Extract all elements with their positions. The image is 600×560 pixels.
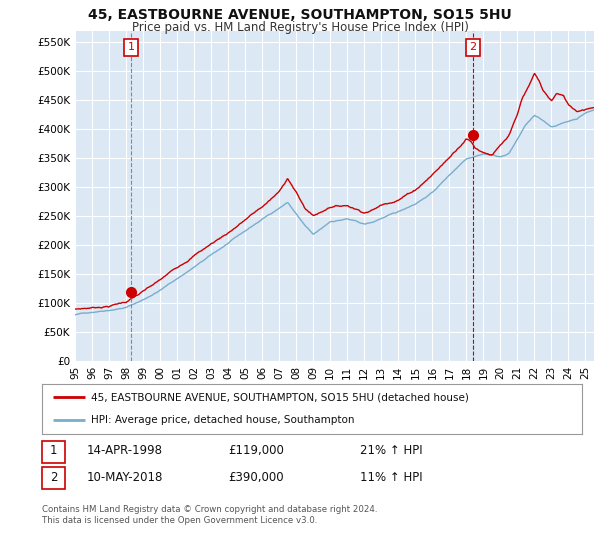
Text: Price paid vs. HM Land Registry's House Price Index (HPI): Price paid vs. HM Land Registry's House … <box>131 21 469 34</box>
Text: 45, EASTBOURNE AVENUE, SOUTHAMPTON, SO15 5HU: 45, EASTBOURNE AVENUE, SOUTHAMPTON, SO15… <box>88 8 512 22</box>
Text: 21% ↑ HPI: 21% ↑ HPI <box>360 444 422 458</box>
Text: 45, EASTBOURNE AVENUE, SOUTHAMPTON, SO15 5HU (detached house): 45, EASTBOURNE AVENUE, SOUTHAMPTON, SO15… <box>91 392 469 402</box>
Text: 11% ↑ HPI: 11% ↑ HPI <box>360 470 422 484</box>
Text: 10-MAY-2018: 10-MAY-2018 <box>87 470 163 484</box>
Text: HPI: Average price, detached house, Southampton: HPI: Average price, detached house, Sout… <box>91 416 354 426</box>
Text: £390,000: £390,000 <box>228 470 284 484</box>
Text: 2: 2 <box>469 43 476 52</box>
Text: Contains HM Land Registry data © Crown copyright and database right 2024.
This d: Contains HM Land Registry data © Crown c… <box>42 505 377 525</box>
Text: 1: 1 <box>127 43 134 52</box>
Text: 1: 1 <box>50 444 57 458</box>
Text: £119,000: £119,000 <box>228 444 284 458</box>
Text: 14-APR-1998: 14-APR-1998 <box>87 444 163 458</box>
Text: 2: 2 <box>50 470 57 484</box>
